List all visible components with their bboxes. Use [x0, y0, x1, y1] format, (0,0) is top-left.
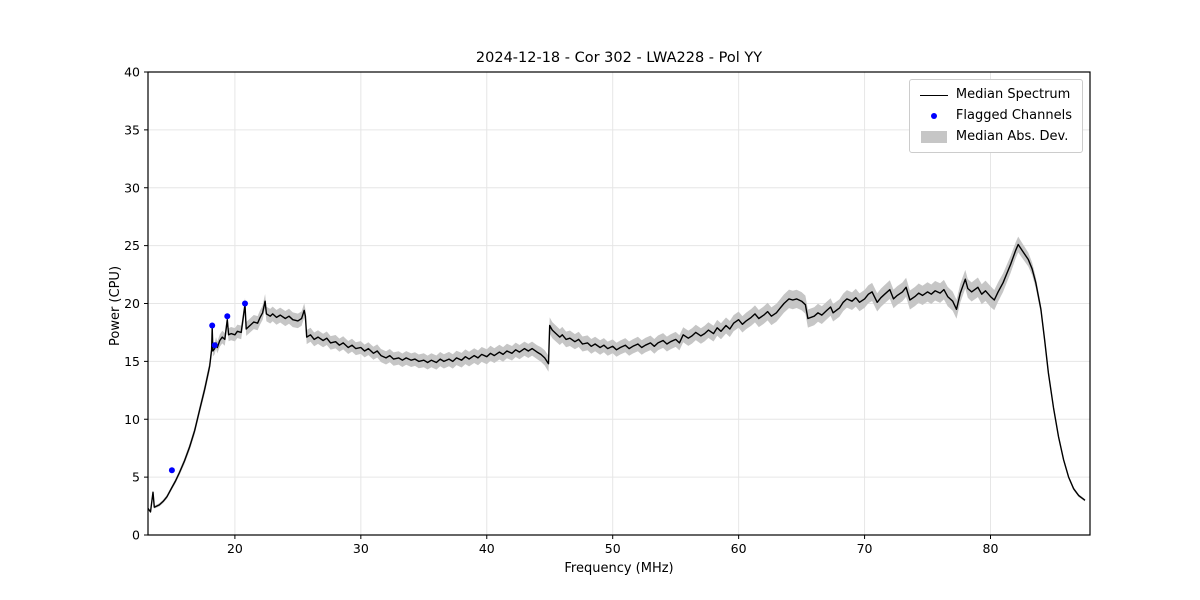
- legend-label: Median Spectrum: [955, 87, 1071, 102]
- y-tick-label: 20: [124, 296, 140, 311]
- patch-swatch-icon: [920, 130, 948, 144]
- y-tick-label: 25: [124, 238, 140, 253]
- x-tick-label: 40: [479, 541, 495, 556]
- y-tick-label: 40: [124, 65, 140, 80]
- flagged-channel-point: [209, 322, 216, 329]
- chart-title: 2024-12-18 - Cor 302 - LWA228 - Pol YY: [475, 50, 763, 66]
- flagged-channel-point: [224, 313, 231, 320]
- line-swatch-icon: [919, 88, 948, 102]
- y-tick-label: 5: [132, 470, 140, 485]
- legend-label: Median Abs. Dev.: [955, 129, 1069, 144]
- legend-item-median-spectrum: Median Spectrum: [919, 87, 1072, 103]
- x-tick-label: 80: [983, 541, 999, 556]
- x-tick-label: 60: [731, 541, 747, 556]
- y-tick-label: 35: [124, 122, 140, 137]
- x-tick-label: 50: [605, 541, 621, 556]
- x-axis-label: Frequency (MHz): [564, 561, 674, 576]
- flagged-channel-point: [211, 342, 218, 349]
- y-tick-label: 15: [124, 354, 140, 369]
- mad-band: [148, 236, 1085, 514]
- dot-swatch-icon: [920, 109, 948, 123]
- legend-item-flagged-channels: Flagged Channels: [920, 108, 1072, 124]
- y-tick-label: 0: [132, 528, 140, 543]
- legend-label: Flagged Channels: [955, 108, 1072, 123]
- x-tick-label: 70: [857, 541, 873, 556]
- median-spectrum-line: [147, 243, 1086, 513]
- y-tick-label: 30: [124, 180, 140, 195]
- y-axis-label: Power (CPU): [108, 265, 123, 346]
- flagged-channel-point: [242, 300, 248, 307]
- y-tick-label: 10: [124, 412, 140, 427]
- x-tick-label: 20: [227, 541, 243, 556]
- x-tick-label: 30: [353, 541, 369, 556]
- flagged-channel-point: [168, 467, 175, 474]
- legend-item-median-abs-dev: Median Abs. Dev.: [920, 129, 1072, 145]
- legend: Median Spectrum Flagged Channels Median …: [908, 79, 1083, 153]
